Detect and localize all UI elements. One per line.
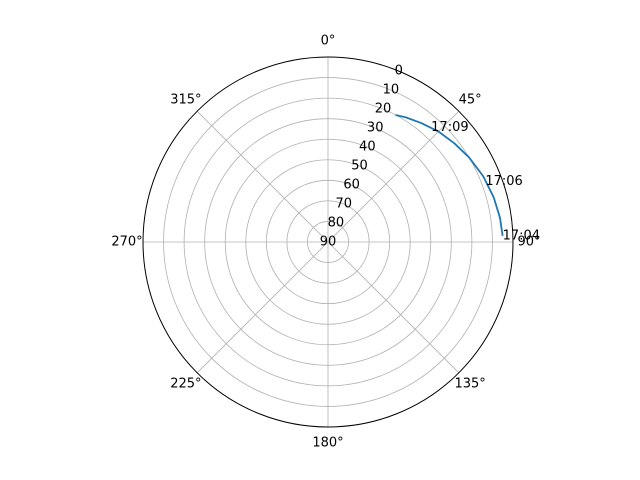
polar-frame [142,56,514,428]
time-annotation: 17:06 [485,174,522,189]
angle-tick-label: 135° [454,377,485,392]
time-annotation: 17:09 [431,120,468,135]
angle-tick-label: 315° [170,92,201,107]
radial-tick-label: 10 [383,83,400,98]
angle-tick-label: 45° [459,92,482,107]
grid-spoke [196,241,329,374]
radial-tick-label: 90 [320,235,337,250]
grid-spoke [327,241,460,374]
angle-tick-label: 270° [111,235,142,250]
angle-tick-label: 180° [312,436,343,451]
angle-tick-label: 0° [321,34,336,49]
grid-spoke [327,110,460,243]
time-annotation: 17:04 [503,228,540,243]
series-line [395,114,504,237]
radial-tick-label: 30 [367,121,384,136]
radial-tick-label: 60 [343,178,360,193]
radial-tick-label: 80 [328,216,345,231]
grid-spoke [196,110,329,243]
angle-tick-label: 90° [517,235,540,250]
radial-tick-label: 70 [335,197,352,212]
angle-tick-label: 225° [170,377,201,392]
radial-tick-label: 50 [351,159,368,174]
radial-tick-label: 0 [395,64,403,79]
radial-tick-label: 20 [375,102,392,117]
radial-tick-label: 40 [359,140,376,155]
